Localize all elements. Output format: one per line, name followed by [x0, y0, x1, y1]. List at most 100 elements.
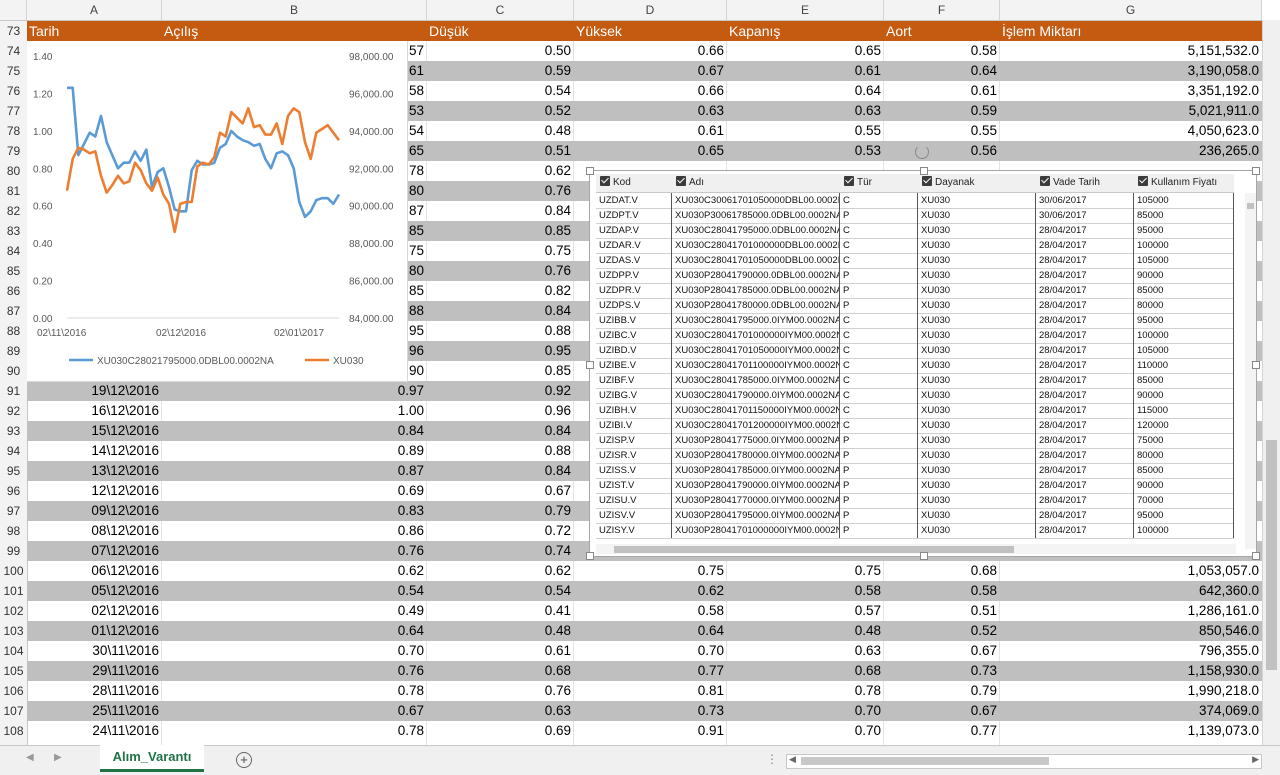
cell-acilis[interactable]: .80	[405, 263, 424, 278]
table-cell[interactable]: 90000	[1134, 268, 1234, 283]
header-cell[interactable]: Düşük	[429, 23, 469, 39]
cell-dusuk[interactable]: 0.88	[544, 323, 571, 338]
cell-yuksek[interactable]: 0.91	[697, 723, 724, 738]
hscroll-thumb[interactable]	[801, 757, 1049, 765]
table-cell[interactable]: UZIBG.V	[596, 388, 672, 403]
cell-acilis[interactable]: 0.97	[397, 383, 424, 398]
table-cell[interactable]: XU030	[918, 328, 1036, 343]
resize-handle-bl[interactable]	[586, 552, 594, 560]
cell-tarih[interactable]: 25\11\2016	[92, 703, 159, 718]
table-header-1[interactable]: Adı	[676, 174, 840, 192]
cell-aort[interactable]: 0.68	[970, 563, 997, 578]
cell-acilis[interactable]: .61	[405, 63, 424, 78]
table-cell[interactable]: XU030P28041795000.0IYM00.0002NA	[672, 508, 840, 523]
row-number[interactable]: 105	[3, 664, 24, 678]
table-cell[interactable]: C	[840, 238, 918, 253]
table-cell[interactable]: XU030C28041701000000DBL00.0002NA	[672, 238, 840, 253]
cell-dusuk[interactable]: 0.48	[544, 623, 571, 638]
cell-kapanis[interactable]: 0.58	[854, 583, 881, 598]
cell-miktar[interactable]: 5,021,911.0	[1188, 103, 1259, 118]
table-cell[interactable]: P	[840, 298, 918, 313]
sheet-tab-alim-varanti[interactable]: Alım_Varantı	[100, 745, 204, 772]
cell-dusuk[interactable]: 0.75	[544, 243, 571, 258]
cell-yuksek[interactable]: 0.66	[697, 43, 724, 58]
table-cell[interactable]: UZIBF.V	[596, 373, 672, 388]
table-row[interactable]: UZIBC.V XU030C28041701000000IYM00.0002NA C…	[596, 328, 1234, 344]
resize-handle-mr[interactable]	[1252, 361, 1260, 369]
row-number[interactable]: 98	[6, 524, 21, 538]
cell-yuksek[interactable]: 0.62	[697, 583, 724, 598]
cell-dusuk[interactable]: 0.63	[544, 703, 571, 718]
table-cell[interactable]: P	[840, 463, 918, 478]
cell-miktar[interactable]: 850,546.0	[1198, 623, 1259, 638]
table-header-4[interactable]: Vade Tarih	[1040, 174, 1134, 192]
cell-aort[interactable]: 0.77	[970, 723, 997, 738]
cell-tarih[interactable]: 19\12\2016	[91, 383, 159, 398]
cell-acilis[interactable]: 0.49	[397, 603, 424, 618]
cell-dusuk[interactable]: 0.67	[544, 483, 571, 498]
table-row[interactable]: UZIBI.V XU030C28041701200000IYM00.0002NA C…	[596, 418, 1234, 434]
cell-acilis[interactable]: .78	[405, 163, 424, 178]
row-number[interactable]: 107	[3, 704, 24, 718]
table-row[interactable]: UZISS.V XU030P28041785000.0IYM00.0002NA P X…	[596, 463, 1234, 479]
table-cell[interactable]: P	[840, 268, 918, 283]
cell-miktar[interactable]: 642,360.0	[1198, 583, 1259, 598]
row-number[interactable]: 88	[6, 324, 21, 338]
cell-kapanis[interactable]: 0.55	[854, 123, 881, 138]
table-cell[interactable]: UZDPR.V	[596, 283, 672, 298]
table-cell[interactable]: C	[840, 418, 918, 433]
cell-aort[interactable]: 0.79	[970, 683, 997, 698]
cell-acilis[interactable]: .96	[405, 343, 424, 358]
cell-yuksek[interactable]: 0.70	[697, 643, 724, 658]
table-row[interactable]: UZDAT.V XU030C30061701050000DBL00.0002NA C…	[596, 193, 1234, 209]
row-number[interactable]: 96	[6, 484, 21, 498]
cell-dusuk[interactable]: 0.76	[544, 683, 571, 698]
table-cell[interactable]: 90000	[1134, 478, 1234, 493]
table-cell[interactable]: 95000	[1134, 508, 1234, 523]
cell-acilis[interactable]: 0.84	[397, 423, 424, 438]
row-number[interactable]: 86	[6, 284, 21, 298]
table-cell[interactable]: XU030P28041701000000IYM00.0002NA	[672, 523, 840, 538]
row-number[interactable]: 78	[6, 124, 21, 138]
table-cell[interactable]: 28/04/2017	[1036, 493, 1134, 508]
table-vertical-scrollbar[interactable]	[1245, 193, 1256, 549]
cell-kapanis[interactable]: 0.65	[854, 43, 881, 58]
cell-aort[interactable]: 0.61	[970, 83, 997, 98]
table-row[interactable]: UZIBD.V XU030C28041701050000IYM00.0002NA C…	[596, 343, 1234, 359]
cell-yuksek[interactable]: 0.61	[697, 123, 724, 138]
scrollbar-thumb[interactable]	[1266, 440, 1277, 670]
table-cell[interactable]: 105000	[1134, 253, 1234, 268]
cell-aort[interactable]: 0.73	[970, 663, 997, 678]
row-number[interactable]: 89	[6, 344, 21, 358]
table-cell[interactable]: C	[840, 223, 918, 238]
cell-miktar[interactable]: 4,050,623.0	[1187, 123, 1259, 138]
resize-handle-tr[interactable]	[1252, 167, 1260, 175]
table-cell[interactable]: XU030C28041701150000IYM00.0002NA	[672, 403, 840, 418]
cell-acilis[interactable]: 0.87	[397, 463, 424, 478]
table-cell[interactable]: 28/04/2017	[1036, 433, 1134, 448]
cell-acilis[interactable]: 0.54	[397, 583, 424, 598]
table-cell[interactable]: 115000	[1134, 403, 1234, 418]
table-cell[interactable]: XU030	[918, 373, 1036, 388]
column-header-g[interactable]: G	[1000, 0, 1262, 20]
cell-dusuk[interactable]: 0.51	[544, 143, 571, 158]
cell-kapanis[interactable]: 0.53	[854, 143, 881, 158]
table-row[interactable]: UZIBG.V XU030C28041790000.0IYM00.0002NA C X…	[596, 388, 1234, 404]
cell-acilis[interactable]: .53	[405, 103, 424, 118]
table-cell[interactable]: 28/04/2017	[1036, 283, 1134, 298]
table-row[interactable]: UZISP.V XU030P28041775000.0IYM00.0002NA P X…	[596, 433, 1234, 449]
cell-dusuk[interactable]: 0.62	[544, 163, 571, 178]
cell-tarih[interactable]: 29\11\2016	[92, 663, 159, 678]
table-header-3[interactable]: Dayanak	[922, 174, 1036, 192]
table-cell[interactable]: 28/04/2017	[1036, 223, 1134, 238]
table-cell[interactable]: UZIBH.V	[596, 403, 672, 418]
checkbox-checked-icon[interactable]	[600, 176, 610, 186]
row-number[interactable]: 79	[6, 144, 21, 158]
header-cell[interactable]: Açılış	[164, 23, 199, 39]
row-number[interactable]: 74	[6, 44, 21, 58]
table-cell[interactable]: UZDPP.V	[596, 268, 672, 283]
table-cell[interactable]: XU030P30061785000.0DBL00.0002NA	[672, 208, 840, 223]
table-cell[interactable]: UZISP.V	[596, 433, 672, 448]
cell-tarih[interactable]: 09\12\2016	[91, 503, 159, 518]
cell-aort[interactable]: 0.59	[970, 103, 997, 118]
